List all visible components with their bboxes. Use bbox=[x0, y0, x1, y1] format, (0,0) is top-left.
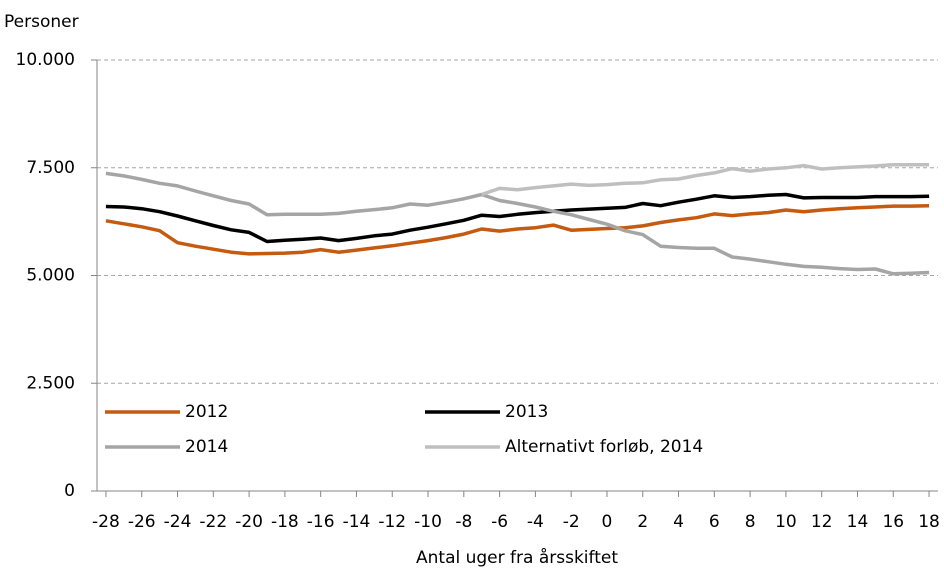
series-line bbox=[105, 171, 930, 276]
legend-label: 2012 bbox=[185, 402, 228, 422]
series-line bbox=[105, 203, 930, 256]
y-tick-label: 0 bbox=[64, 481, 75, 501]
x-tick-label: 6 bbox=[709, 512, 720, 532]
x-tick-label: 18 bbox=[918, 512, 940, 532]
x-tick-label: -22 bbox=[199, 512, 227, 532]
x-tick-label: 2 bbox=[637, 512, 648, 532]
legend-label: 2013 bbox=[505, 402, 548, 422]
y-tick-label: 10.000 bbox=[16, 50, 75, 70]
x-tick-label: 14 bbox=[847, 512, 869, 532]
series-line bbox=[481, 162, 930, 197]
x-tick-label: -8 bbox=[455, 512, 472, 532]
legend-label: 2014 bbox=[185, 437, 228, 457]
x-tick-label: 8 bbox=[745, 512, 756, 532]
x-tick-label: -14 bbox=[343, 512, 371, 532]
x-tick-label: -18 bbox=[271, 512, 299, 532]
y-tick-label: 2.500 bbox=[26, 373, 75, 393]
x-tick-label: 16 bbox=[882, 512, 904, 532]
y-tick-label: 7.500 bbox=[26, 158, 75, 178]
x-axis-title: Antal uger fra årsskiftet bbox=[416, 547, 618, 568]
x-tick-label: 4 bbox=[673, 512, 684, 532]
x-tick-label: -24 bbox=[164, 512, 192, 532]
x-tick-label: 0 bbox=[602, 512, 613, 532]
x-tick-label: -28 bbox=[92, 512, 120, 532]
x-tick-label: -20 bbox=[235, 512, 263, 532]
y-tick-label: 5.000 bbox=[26, 266, 75, 286]
x-tick-label: 10 bbox=[775, 512, 797, 532]
x-tick-label: -16 bbox=[307, 512, 335, 532]
x-tick-label: -2 bbox=[563, 512, 580, 532]
x-tick-label: -6 bbox=[491, 512, 508, 532]
x-tick-label: 12 bbox=[811, 512, 833, 532]
series-line bbox=[105, 192, 930, 244]
x-tick-label: -4 bbox=[527, 512, 544, 532]
y-axis-title: Personer bbox=[4, 12, 79, 32]
legend-box bbox=[98, 396, 758, 468]
legend-label: Alternativt forløb, 2014 bbox=[505, 437, 703, 457]
x-tick-label: -10 bbox=[414, 512, 442, 532]
x-tick-label: -26 bbox=[128, 512, 156, 532]
x-tick-label: -12 bbox=[378, 512, 406, 532]
